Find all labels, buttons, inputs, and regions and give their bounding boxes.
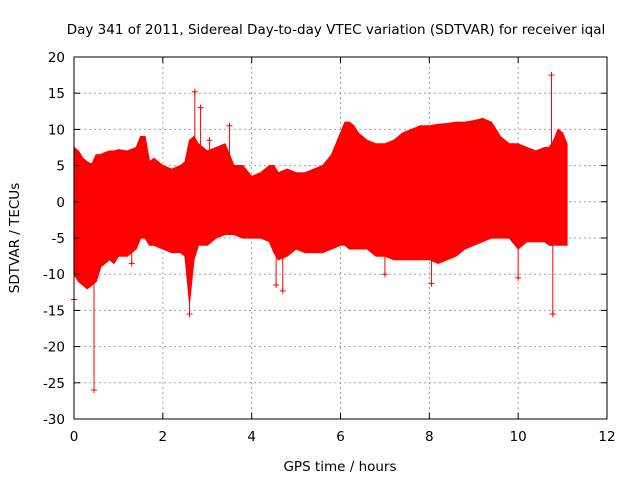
- data-point-marker: [515, 274, 522, 281]
- x-axis-label: GPS time / hours: [283, 459, 396, 475]
- x-tick-label: 6: [336, 429, 345, 445]
- data-point-marker: [273, 282, 280, 289]
- data-point-marker: [90, 387, 97, 394]
- y-tick-label: -25: [43, 376, 65, 392]
- data-point-marker: [128, 260, 135, 267]
- chart-title: Day 341 of 2011, Sidereal Day-to-day VTE…: [67, 22, 606, 38]
- data-point-marker: [548, 72, 555, 79]
- y-tick-label: -5: [52, 231, 65, 247]
- x-tick-label: 0: [70, 429, 79, 445]
- data-point-marker: [279, 287, 286, 294]
- data-point-marker: [197, 104, 204, 111]
- y-tick-label: -15: [43, 303, 65, 319]
- y-tick-label: 5: [56, 159, 65, 175]
- y-tick-label: 15: [48, 86, 65, 102]
- y-tick-label: -20: [43, 340, 65, 356]
- x-tick-label: 12: [598, 429, 615, 445]
- data-point-marker: [250, 180, 257, 187]
- x-tick-label: 2: [159, 429, 168, 445]
- data-series: [71, 72, 568, 394]
- data-point-marker: [428, 280, 435, 287]
- y-tick-label: -10: [43, 267, 65, 283]
- data-point-marker: [206, 137, 213, 144]
- x-tick-label: 4: [247, 429, 256, 445]
- x-tick-label: 10: [510, 429, 527, 445]
- y-tick-label: 0: [56, 195, 65, 211]
- data-point-marker: [381, 271, 388, 278]
- sdtvar-envelope: [73, 117, 568, 304]
- y-axis-label: SDTVAR / TECUs: [7, 183, 23, 293]
- data-point-marker: [186, 311, 193, 318]
- y-tick-label: 10: [48, 122, 65, 138]
- data-point-marker: [191, 88, 198, 95]
- x-tick-label: 8: [425, 429, 434, 445]
- data-point-marker: [549, 311, 556, 318]
- data-point-marker: [226, 122, 233, 129]
- y-tick-label: 20: [48, 50, 65, 66]
- axis-ticks: 0 2 4 6 8 10 12 -30 -25 -20 -15 -10 -5 0 5 10 15 20: [43, 50, 616, 445]
- y-tick-label: -30: [43, 412, 65, 428]
